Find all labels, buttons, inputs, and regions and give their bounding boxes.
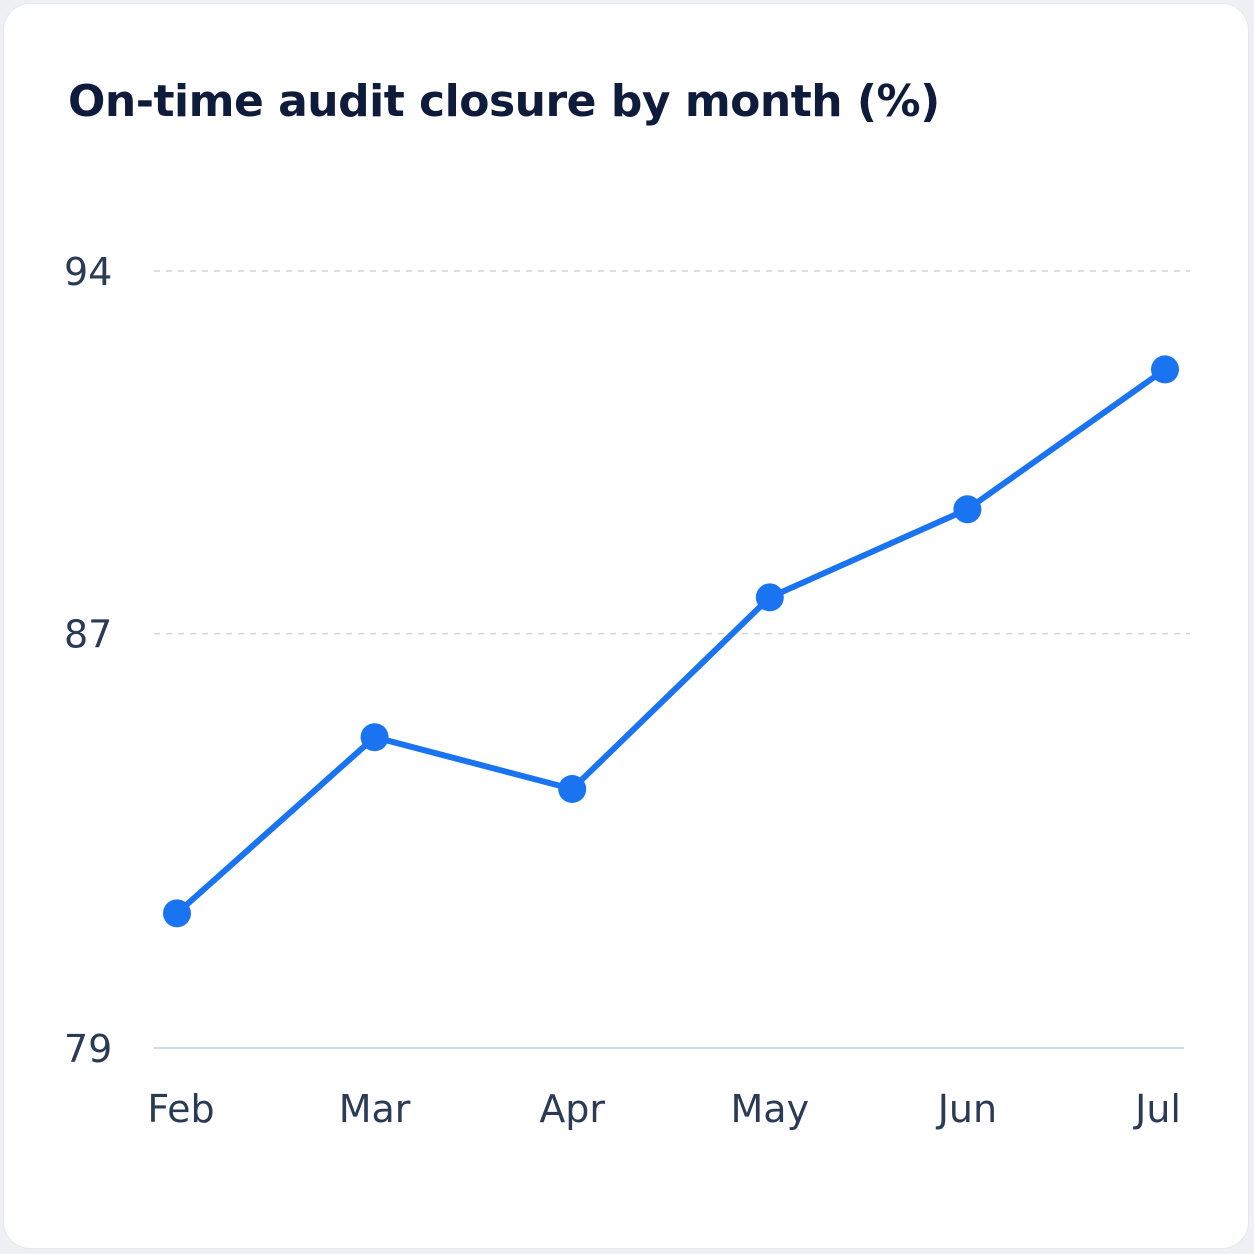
x-tick-label: Jul [1133, 1087, 1181, 1131]
data-point-jun [953, 495, 982, 524]
y-tick-label: 87 [64, 613, 112, 657]
y-tick-labels: 79 87 94 [64, 250, 112, 1071]
y-tick-label: 79 [64, 1027, 112, 1071]
x-tick-label: May [731, 1087, 810, 1131]
x-tick-label: Mar [339, 1087, 411, 1131]
line-chart: 79 87 94 Feb Mar Apr May Jun Jul [64, 250, 1190, 1131]
data-point-apr [558, 775, 587, 803]
series-line-layer [174, 366, 1168, 917]
data-point-feb [163, 899, 191, 928]
data-point-jul [1151, 355, 1179, 384]
x-tick-labels: Feb Mar Apr May Jun Jul [147, 1087, 1181, 1131]
gridlines [154, 270, 1190, 635]
data-point-may [755, 583, 784, 612]
chart-title: On-time audit closure by month (%) [68, 76, 940, 127]
y-tick-label: 94 [64, 250, 112, 294]
data-point-mar [360, 723, 389, 752]
data-points [163, 355, 1179, 928]
x-tick-label: Jun [936, 1087, 997, 1131]
x-tick-label: Feb [147, 1087, 214, 1131]
series-line [174, 366, 1168, 917]
x-tick-label: Apr [539, 1087, 605, 1131]
chart-card: On-time audit closure by month (%) 79 87 9… [4, 4, 1248, 1248]
